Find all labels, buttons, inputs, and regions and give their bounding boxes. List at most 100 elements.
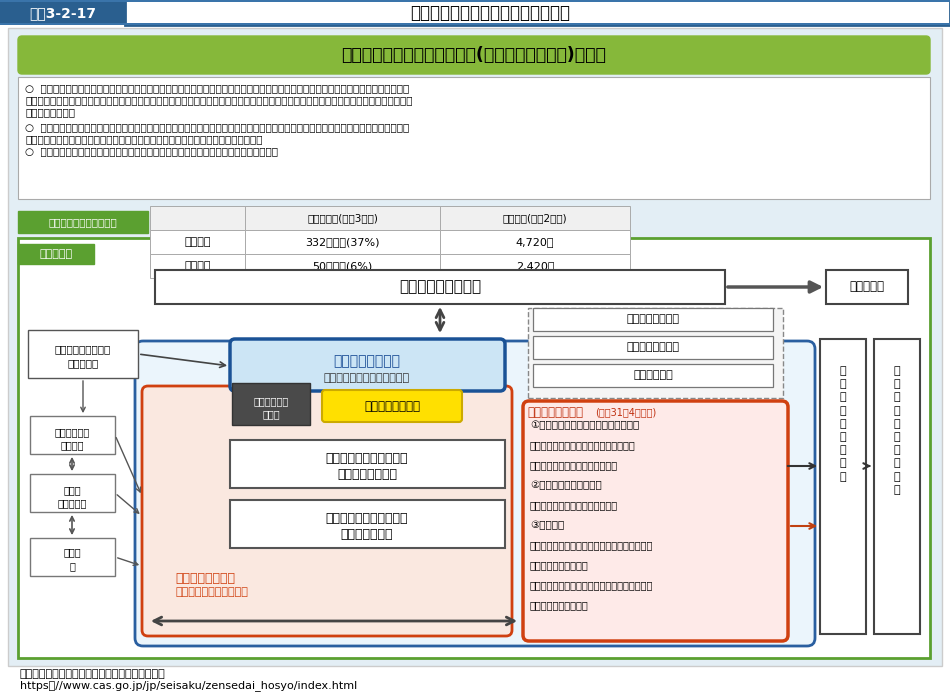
FancyBboxPatch shape [142, 386, 512, 636]
Text: 実施自治体数・利用人数: 実施自治体数・利用人数 [48, 217, 118, 227]
Text: 就労訓練事業: 就労訓練事業 [633, 370, 673, 381]
Text: 生活困窮者一時宿泊施設: 生活困窮者一時宿泊施設 [326, 512, 408, 525]
Bar [18, 238, 930, 658]
Text: 生活困窮者自立支援法による支援: 生活困窮者自立支援法による支援 [250, 342, 363, 356]
Text: 一時生活支援事業: 一時生活支援事業 [175, 571, 235, 585]
Text: 332自治体(37%): 332自治体(37%) [305, 237, 380, 247]
Text: 安
定
し
た
居
住
の
確
保: 安 定 し た 居 住 の 確 保 [840, 366, 846, 482]
Bar [155, 270, 725, 304]
Text: 利用人数(令和2年度): 利用人数(令和2年度) [503, 213, 567, 223]
FancyBboxPatch shape [18, 36, 930, 74]
Bar [245, 230, 440, 254]
Text: ○  一時生活支援事業については、巡回相談等により、路上生活者や終夜営業店舗等にいる住居に不安を抱えた生活困窮者へアウトリー: ○ 一時生活支援事業については、巡回相談等により、路上生活者や終夜営業店舗等にい… [25, 83, 409, 93]
FancyBboxPatch shape [322, 390, 462, 422]
Text: 家計改善支援事業: 家計改善支援事業 [626, 342, 679, 352]
Text: 実施自治体(令和3年度): 実施自治体(令和3年度) [307, 213, 378, 223]
Text: 2,420人: 2,420人 [516, 261, 554, 271]
Text: 河川敷　等: 河川敷 等 [57, 498, 86, 508]
Text: 住居に不安を抱えた: 住居に不安を抱えた [55, 344, 111, 354]
Bar [0, 0, 125, 25]
Bar [18, 77, 930, 199]
Text: ・訪問等による居宅における見守り支援: ・訪問等による居宅における見守り支援 [530, 440, 636, 450]
Text: ・不動産業者等への同行支援　等: ・不動産業者等への同行支援 等 [530, 500, 618, 510]
Text: 状態にある低所得者に対して、一定期間、入居支援や訪問による見守り等を行う。: 状態にある低所得者に対して、一定期間、入居支援や訪問による見守り等を行う。 [25, 134, 262, 144]
Bar [232, 383, 310, 425]
Text: 路上、: 路上、 [64, 485, 81, 495]
Text: ②入居に当たっての支援: ②入居に当たっての支援 [530, 480, 601, 490]
Bar [440, 254, 630, 278]
Bar [150, 206, 245, 230]
Bar [18, 211, 148, 233]
Text: 事業者等の情報収集: 事業者等の情報収集 [530, 600, 589, 610]
Text: 生活困窮者一時生活支援事業の概要: 生活困窮者一時生活支援事業の概要 [410, 4, 570, 22]
Text: 図表3-2-17: 図表3-2-17 [29, 6, 97, 20]
Bar [245, 254, 440, 278]
Text: ※自立支援センターによってはあわせて実施: ※自立支援センターによってはあわせて実施 [533, 310, 642, 319]
Text: 自立相談支援事業: 自立相談支援事業 [333, 354, 401, 368]
Bar [150, 254, 245, 278]
Bar [18, 244, 94, 264]
Text: 生活保護等: 生活保護等 [849, 280, 884, 294]
Bar [528, 308, 783, 398]
Text: (平成31年4月施行): (平成31年4月施行) [595, 407, 656, 417]
Text: サウナ等: サウナ等 [60, 440, 84, 450]
Text: 友人宅: 友人宅 [64, 547, 81, 557]
Bar [30, 538, 115, 576]
Bar [30, 416, 115, 454]
Bar [820, 339, 866, 634]
Text: 自立相談支援機関: 自立相談支援機関 [364, 400, 420, 413]
FancyBboxPatch shape [135, 341, 815, 646]
Bar [533, 364, 773, 387]
Text: 〈プランの作成・相談支援〉: 〈プランの作成・相談支援〉 [324, 373, 410, 383]
Text: 生活困窮者: 生活困窮者 [67, 358, 99, 368]
Bar [874, 339, 920, 634]
Text: 福　祉　事　務　所: 福 祉 事 務 所 [399, 280, 481, 294]
Text: 生活困窮者・ホームレス: 生活困窮者・ホームレス [326, 452, 408, 464]
Text: 4,720人: 4,720人 [516, 237, 554, 247]
Bar [150, 230, 245, 254]
Bar [440, 230, 630, 254]
Text: 50自治体(6%): 50自治体(6%) [313, 261, 372, 271]
Text: 支援等を行う。: 支援等を行う。 [25, 107, 75, 117]
Text: 問指導: 問指導 [262, 409, 280, 419]
Text: ・保証人や緊急連絡先が不要な物件、低廉な家: ・保証人や緊急連絡先が不要な物件、低廉な家 [530, 540, 654, 550]
Bar [826, 270, 908, 304]
Bar [0, 23, 950, 25]
FancyBboxPatch shape [523, 401, 788, 641]
Bar [30, 474, 115, 512]
Text: ①居住を安定して確保するための支援: ①居住を安定して確保するための支援 [530, 420, 639, 430]
Text: 〈当面の日常生活支援〉: 〈当面の日常生活支援〉 [175, 587, 248, 597]
Bar [230, 500, 505, 548]
Text: 賃の物件情報の収集: 賃の物件情報の収集 [530, 560, 589, 570]
Bar [533, 308, 773, 331]
Bar [245, 206, 440, 230]
Text: ・地域とのつながり促進支援　等: ・地域とのつながり促進支援 等 [530, 460, 618, 470]
Bar [0, 0, 950, 25]
Text: 等: 等 [69, 561, 75, 571]
Bar [440, 206, 630, 230]
Text: ・民間の家賃債務保証や協力を得やすい不動産: ・民間の家賃債務保証や協力を得やすい不動産 [530, 580, 654, 590]
Bar [230, 440, 505, 488]
Text: 地域居住支援事業: 地域居住支援事業 [527, 406, 583, 418]
FancyBboxPatch shape [230, 339, 505, 391]
Text: 地域居住: 地域居住 [184, 261, 211, 271]
Bar [0, 0, 950, 2]
Text: 自立支援センター: 自立支援センター [337, 468, 397, 480]
Text: （シェルター）: （シェルター） [341, 528, 393, 541]
Text: ○  こうした取組を通じて、住居に不安を抱えた生活困窮者の安定した居住を確保する。: ○ こうした取組を通じて、住居に不安を抱えた生活困窮者の安定した居住を確保する。 [25, 146, 278, 156]
Text: 資料：全世代型社会保障構築会議（第８回）資料: 資料：全世代型社会保障構築会議（第８回）資料 [20, 669, 165, 679]
Text: 事業の流れ: 事業の流れ [40, 249, 72, 259]
Text: ③環境整備: ③環境整備 [530, 520, 564, 530]
Text: 一時生活: 一時生活 [184, 237, 211, 247]
Bar [533, 336, 773, 359]
Text: https：//www.cas.go.jp/jp/seisaku/zensedai_hosyo/index.html: https：//www.cas.go.jp/jp/seisaku/zenseda… [20, 681, 357, 691]
Bar [28, 330, 138, 378]
Text: 一
般
就
労
に
よ
る
自
立
等: 一 般 就 労 に よ る 自 立 等 [894, 366, 901, 495]
Bar [125, 0, 950, 25]
Text: 生活困窮者一時生活支援事業(地域居住支援事業)の概要: 生活困窮者一時生活支援事業(地域居住支援事業)の概要 [342, 46, 606, 64]
Text: 就労準備支援事業: 就労準備支援事業 [626, 315, 679, 324]
Text: ○  また、地域居住支援事業については、一時生活支援事業のシェルター退所者や居住に困難を抱える者であって地域社会から孤立した: ○ また、地域居住支援事業については、一時生活支援事業のシェルター退所者や居住に… [25, 122, 409, 132]
Text: ネットカフェ: ネットカフェ [54, 427, 89, 437]
Text: チを実施し、一定期間内に限り、衣食住に関する支援を行う。その際、自立相談支援機関と連携の上、課題の評価・分析を実施し、就労: チを実施し、一定期間内に限り、衣食住に関する支援を行う。その際、自立相談支援機関… [25, 95, 412, 105]
Text: 巡回相談・訪: 巡回相談・訪 [254, 396, 289, 406]
